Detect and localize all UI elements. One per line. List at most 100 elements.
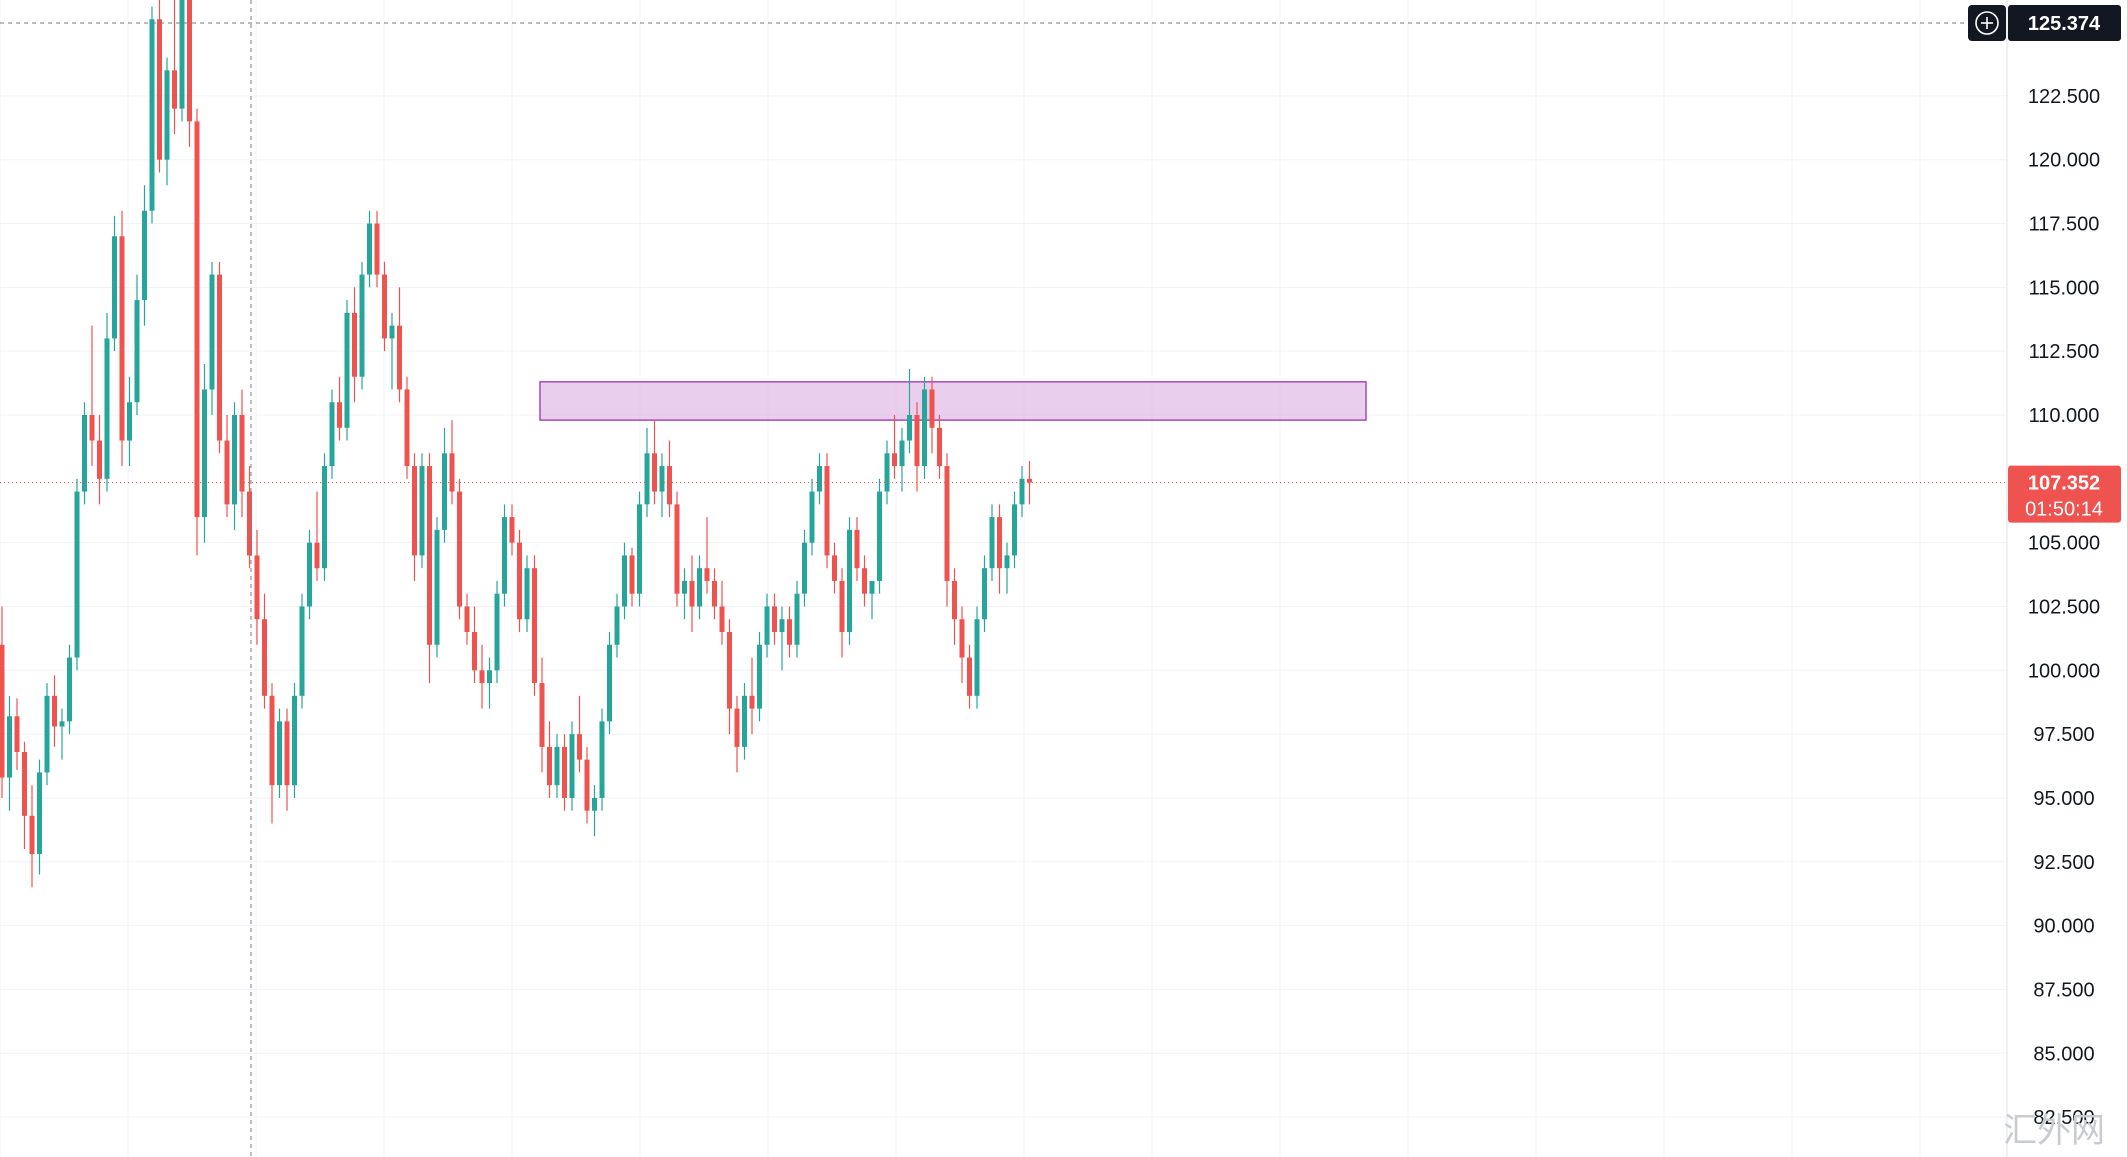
price-badges: 125.374 107.352 01:50:14 (1968, 5, 2121, 523)
candle-body (809, 491, 815, 543)
candle-body (367, 223, 372, 275)
candle-body (487, 670, 492, 684)
candle (0, 606, 5, 798)
y-tick-label: 87.500 (2033, 979, 2094, 1001)
candle (247, 466, 252, 569)
candle (7, 695, 12, 811)
candle (659, 453, 665, 518)
candle (14, 698, 20, 770)
crosshair-add-button[interactable] (1968, 5, 2006, 41)
candle-body (157, 19, 162, 160)
candle-body (734, 708, 740, 747)
candle-body (202, 389, 207, 518)
candle-body (284, 721, 290, 786)
candle-body (749, 695, 755, 709)
candle (59, 708, 65, 760)
candle (644, 427, 650, 518)
candle (509, 504, 515, 556)
candle-body (134, 300, 140, 403)
candle (637, 491, 642, 607)
candle (689, 555, 695, 633)
candle (404, 376, 410, 479)
candle (457, 478, 462, 620)
candle-body (307, 542, 312, 607)
candle-body (899, 440, 905, 467)
candle-body (937, 427, 942, 467)
candle (1004, 542, 1010, 594)
candle (179, 0, 185, 122)
candle (652, 420, 657, 505)
candle (727, 619, 732, 735)
price-axis[interactable]: 122.500 120.000 117.500 115.000 112.500 110.0… (2006, 0, 2100, 1157)
candle (892, 415, 897, 479)
candle (734, 695, 740, 773)
y-tick-label: 120.000 (2028, 150, 2100, 172)
candle-body (127, 402, 132, 441)
candle (629, 547, 635, 607)
candle (419, 453, 425, 569)
candle-body (689, 580, 695, 607)
candle-body (209, 274, 215, 390)
candle-body (802, 542, 807, 594)
candle-body (509, 517, 515, 543)
resistance-zone[interactable] (539, 381, 1367, 421)
candle (937, 415, 942, 479)
candle-body (104, 338, 110, 479)
candle-body (239, 415, 245, 492)
candle (352, 287, 357, 403)
candle-body (14, 716, 20, 752)
candle (299, 593, 305, 709)
candle (232, 402, 237, 530)
y-tick-label: 90.000 (2033, 916, 2094, 938)
candle (37, 759, 42, 875)
y-tick-label: 100.000 (2028, 660, 2100, 682)
candle-body (929, 389, 935, 428)
plus-circle-icon[interactable] (1975, 11, 1999, 35)
candle-body (67, 657, 72, 722)
candle (307, 529, 312, 620)
current-price-label: 107.352 (2028, 473, 2100, 495)
candle (584, 746, 590, 824)
candle-body (952, 580, 957, 620)
candle-body (112, 236, 117, 339)
candle-body (892, 453, 897, 467)
candle-body (824, 466, 830, 556)
candle-body (547, 746, 552, 786)
candle-body (427, 466, 432, 645)
candle-body (97, 440, 102, 479)
candle-body (187, 0, 192, 122)
candle (847, 517, 852, 645)
candle (779, 606, 785, 671)
candle-body (854, 529, 860, 569)
candle-body (524, 568, 530, 620)
candle-body (697, 568, 702, 607)
candle-body (352, 312, 357, 377)
candle-body (922, 389, 927, 467)
candle (157, 0, 162, 173)
candle-body (404, 389, 410, 467)
candle (1019, 466, 1025, 518)
candle-body (592, 797, 597, 811)
candle-body (337, 402, 342, 428)
candle (749, 657, 755, 735)
candle-body (764, 606, 770, 645)
candle-body (622, 555, 627, 607)
candle (442, 427, 447, 543)
candle-body (412, 466, 417, 556)
candle (929, 376, 935, 454)
candle (802, 529, 807, 607)
candle-body (149, 19, 155, 211)
candle-body (539, 683, 545, 747)
crosshair-price-label: 125.374 (2028, 13, 2101, 35)
y-tick-label: 117.500 (2029, 214, 2100, 236)
candle-body (832, 555, 837, 581)
candle (914, 402, 920, 492)
candle (907, 369, 912, 454)
candle (239, 389, 245, 518)
y-tick-label: 85.000 (2033, 1043, 2094, 1065)
candle (322, 453, 327, 581)
candle-body (44, 695, 50, 773)
candle-body (839, 580, 845, 633)
